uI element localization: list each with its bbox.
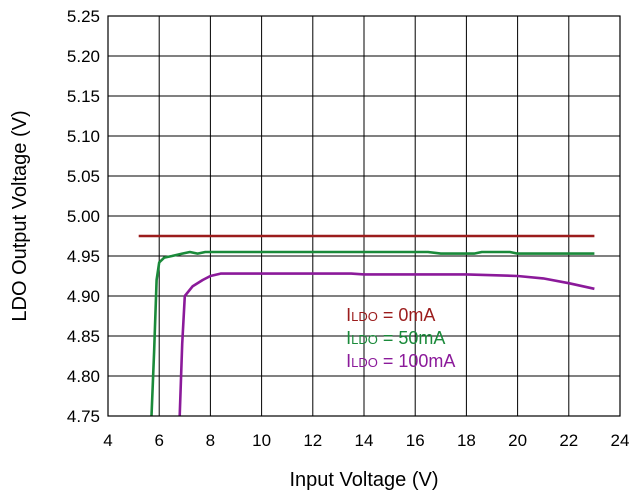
- legend-entry-0: ILDO = 0mA: [346, 305, 435, 325]
- x-tick-label: 24: [611, 431, 630, 450]
- y-axis-title: LDO Output Voltage (V): [9, 110, 31, 321]
- legend: ILDO = 0mA ILDO = 50mA ILDO = 100mA: [346, 305, 455, 371]
- x-tick-label: 10: [252, 431, 271, 450]
- y-tick-labels: 4.75 4.80 4.85 4.90 4.95 5.00 5.05 5.10 5.15 5.20…: [67, 7, 100, 426]
- x-tick-label: 16: [406, 431, 425, 450]
- legend-entry-1: ILDO = 50mA: [346, 328, 445, 348]
- x-tick-label: 18: [457, 431, 476, 450]
- y-tick-label: 4.90: [67, 287, 100, 306]
- y-tick-label: 5.15: [67, 87, 100, 106]
- y-tick-label: 5.00: [67, 207, 100, 226]
- y-tick-label: 4.85: [67, 327, 100, 346]
- series-line-1: [150, 250, 595, 417]
- x-tick-label: 14: [355, 431, 374, 450]
- y-tick-label: 5.10: [67, 127, 100, 146]
- x-tick-label: 8: [206, 431, 215, 450]
- y-tick-label: 4.80: [67, 367, 100, 386]
- x-axis-title: Input Voltage (V): [290, 469, 439, 491]
- x-tick-label: 20: [508, 431, 527, 450]
- y-tick-label: 5.20: [67, 47, 100, 66]
- legend-entry-2: ILDO = 100mA: [346, 351, 455, 371]
- x-tick-labels: 4 6 8 10 12 14 16 18 20 22 24: [103, 431, 629, 450]
- x-tick-label: 22: [559, 431, 578, 450]
- y-tick-label: 5.05: [67, 167, 100, 186]
- series-layer: [138, 234, 595, 417]
- y-tick-label: 4.95: [67, 247, 100, 266]
- x-tick-label: 6: [154, 431, 163, 450]
- y-tick-label: 4.75: [67, 407, 100, 426]
- x-tick-label: 4: [103, 431, 112, 450]
- x-tick-label: 12: [303, 431, 322, 450]
- plot-frame: [107, 15, 621, 417]
- series-line-2: [178, 272, 595, 417]
- y-tick-label: 5.25: [67, 7, 100, 26]
